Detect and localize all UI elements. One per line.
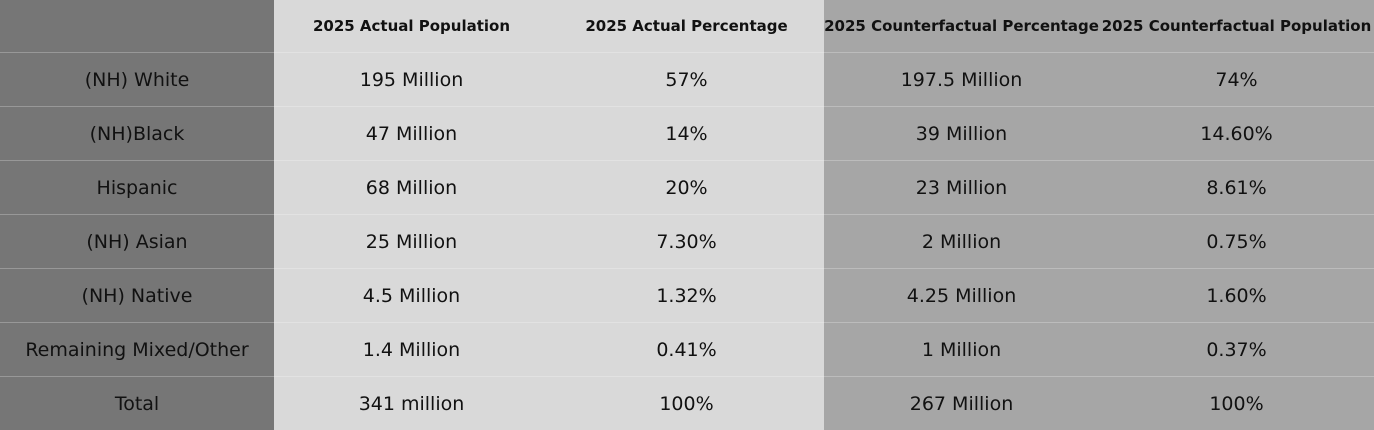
row-label: (NH) White — [0, 53, 274, 107]
table-cell: 100% — [1099, 377, 1374, 430]
table-cell: 4.5 Million — [274, 269, 549, 323]
table-cell: 7.30% — [549, 215, 824, 269]
column-header: 2025 Actual Population — [274, 0, 549, 53]
row-label: (NH) Asian — [0, 215, 274, 269]
table-cell: 1.32% — [549, 269, 824, 323]
table-cell: 39 Million — [824, 107, 1099, 161]
table-cell: 4.25 Million — [824, 269, 1099, 323]
row-label: (NH) Native — [0, 269, 274, 323]
table-cell: 267 Million — [824, 377, 1099, 430]
table-cell: 0.37% — [1099, 323, 1374, 377]
table-cell: 25 Million — [274, 215, 549, 269]
row-label: Hispanic — [0, 161, 274, 215]
table-cell: 195 Million — [274, 53, 549, 107]
table-cell: 341 million — [274, 377, 549, 430]
table-cell: 14.60% — [1099, 107, 1374, 161]
row-label: (NH)Black — [0, 107, 274, 161]
row-label: Total — [0, 377, 274, 430]
table-cell: 1.60% — [1099, 269, 1374, 323]
table-cell: 2 Million — [824, 215, 1099, 269]
table-cell: 0.41% — [549, 323, 824, 377]
corner-cell — [0, 0, 274, 53]
table-cell: 74% — [1099, 53, 1374, 107]
table-cell: 100% — [549, 377, 824, 430]
table-cell: 197.5 Million — [824, 53, 1099, 107]
table-cell: 0.75% — [1099, 215, 1374, 269]
table-cell: 68 Million — [274, 161, 549, 215]
table-cell: 1.4 Million — [274, 323, 549, 377]
table-cell: 47 Million — [274, 107, 549, 161]
table-cell: 57% — [549, 53, 824, 107]
row-label: Remaining Mixed/Other — [0, 323, 274, 377]
table-cell: 8.61% — [1099, 161, 1374, 215]
column-header: 2025 Counterfactual Percentage — [824, 0, 1099, 53]
table-cell: 14% — [549, 107, 824, 161]
table-cell: 1 Million — [824, 323, 1099, 377]
column-header: 2025 Counterfactual Population — [1099, 0, 1374, 53]
column-header: 2025 Actual Percentage — [549, 0, 824, 53]
table-cell: 23 Million — [824, 161, 1099, 215]
table-cell: 20% — [549, 161, 824, 215]
